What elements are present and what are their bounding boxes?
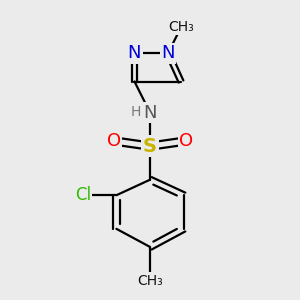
Text: CH₃: CH₃: [137, 274, 163, 287]
Text: N: N: [161, 44, 175, 62]
Text: Cl: Cl: [75, 186, 91, 204]
Text: H: H: [130, 105, 141, 119]
Text: N: N: [128, 44, 141, 62]
Text: N: N: [143, 103, 157, 122]
Text: O: O: [107, 132, 121, 150]
Text: O: O: [179, 132, 193, 150]
Text: CH₃: CH₃: [168, 20, 194, 34]
Text: S: S: [143, 136, 157, 156]
